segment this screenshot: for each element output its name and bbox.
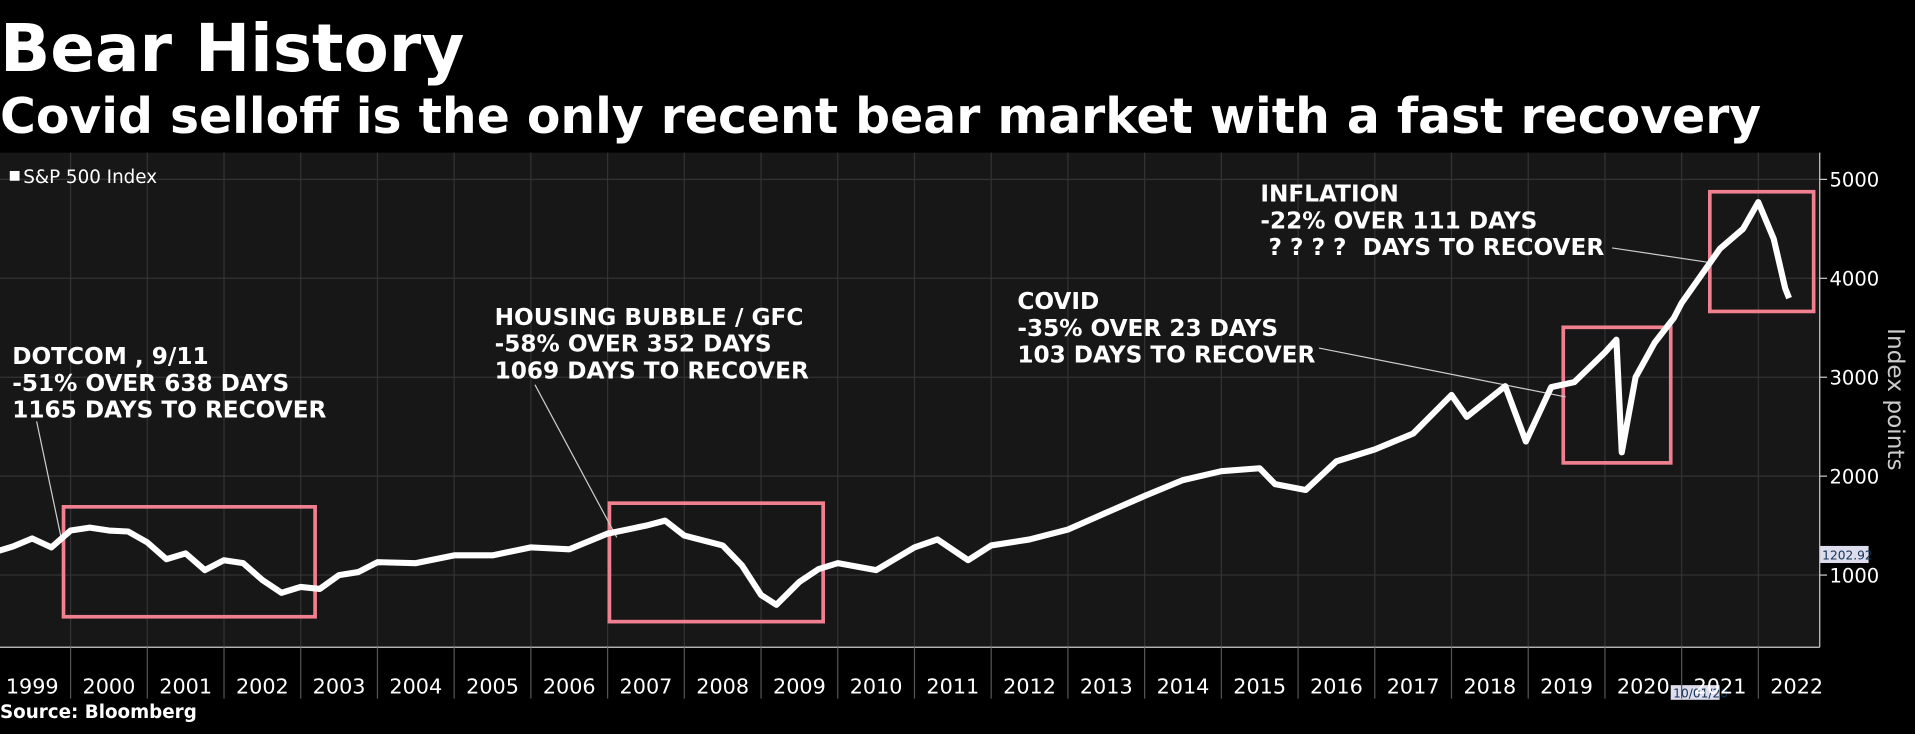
- plot-area: [0, 152, 1820, 648]
- legend-swatch: [9, 170, 20, 181]
- highlight-box: [61, 505, 317, 619]
- x-tick-label: 2014: [1157, 675, 1210, 699]
- grid: [0, 152, 1820, 648]
- y-tick-label: 5000: [1830, 169, 1880, 192]
- x-tick-label: 2009: [773, 675, 826, 699]
- annotation: ? ? ? ? DAYS TO RECOVER: [1260, 234, 1604, 261]
- highlight-box: [607, 501, 825, 624]
- x-tick-label: 2005: [466, 675, 519, 699]
- annotation: DOTCOM , 9/11: [12, 343, 208, 370]
- annotation: INFLATION: [1260, 181, 1398, 208]
- x-tick-label: 2018: [1463, 675, 1516, 699]
- x-tick-label: 2006: [543, 675, 596, 699]
- highlight-boxes: [61, 189, 1816, 624]
- x-tick-label: 2007: [620, 675, 673, 699]
- annotation: 1069 DAYS TO RECOVER: [495, 358, 809, 385]
- y-tick-label: 1000: [1830, 564, 1880, 587]
- last-value-label: 1202.92: [1822, 548, 1872, 562]
- x-tick-label: 2019: [1540, 675, 1593, 699]
- x-tick-label: 2021: [1694, 675, 1747, 699]
- x-tick-label: 2000: [83, 675, 136, 699]
- leader-line: [1612, 247, 1710, 264]
- y-tick-label: 4000: [1830, 268, 1880, 291]
- x-tick-label: 2015: [1233, 675, 1286, 699]
- chart-title: Bear History: [0, 10, 464, 87]
- x-tick-label: 2011: [926, 675, 979, 699]
- y-tick-label: 3000: [1830, 367, 1880, 390]
- annotation: 103 DAYS TO RECOVER: [1017, 342, 1315, 369]
- x-tick-label: 2008: [696, 675, 749, 699]
- x-tick-label: 2002: [236, 675, 289, 699]
- y-axis-label: Index points: [1882, 328, 1909, 470]
- x-tick-label: 2022: [1770, 675, 1823, 699]
- highlight-box: [1707, 189, 1816, 314]
- annotation: -51% OVER 638 DAYS: [12, 370, 289, 397]
- leader-lines: [36, 247, 1710, 538]
- x-tick-label: 2013: [1080, 675, 1133, 699]
- last-value-box: [1819, 545, 1869, 564]
- y-tick-label: 2000: [1830, 465, 1880, 488]
- x-tick-label: 2016: [1310, 675, 1363, 699]
- annotation: -22% OVER 111 DAYS: [1260, 207, 1537, 234]
- leader-line: [534, 384, 618, 538]
- annotation: 1165 DAYS TO RECOVER: [12, 397, 326, 424]
- source: Source: Bloomberg: [0, 702, 197, 723]
- legend-label: S&P 500 Index: [23, 167, 157, 188]
- chart-subtitle: Covid selloff is the only recent bear ma…: [0, 88, 1761, 145]
- annotation: -58% OVER 352 DAYS: [495, 331, 772, 358]
- x-tick-label: 2001: [159, 675, 212, 699]
- x-tick-label: 2012: [1003, 675, 1056, 699]
- date-label: 10/01/20: [1673, 686, 1728, 700]
- annotation: -35% OVER 23 DAYS: [1017, 315, 1278, 342]
- leader-line: [36, 421, 62, 538]
- date-box: [1670, 685, 1720, 700]
- leader-line: [1318, 347, 1566, 398]
- line-series: [0, 199, 1792, 608]
- annotation: COVID: [1017, 288, 1099, 315]
- x-tick-label: 2010: [850, 675, 903, 699]
- x-tick-label: 1999: [6, 675, 59, 699]
- x-tick-label: 2020: [1617, 675, 1670, 699]
- x-tick-label: 2003: [313, 675, 366, 699]
- annotation: HOUSING BUBBLE / GFC: [495, 304, 804, 331]
- x-tick-label: 2004: [389, 675, 442, 699]
- x-tick-label: 2017: [1387, 675, 1440, 699]
- highlight-box: [1561, 325, 1673, 465]
